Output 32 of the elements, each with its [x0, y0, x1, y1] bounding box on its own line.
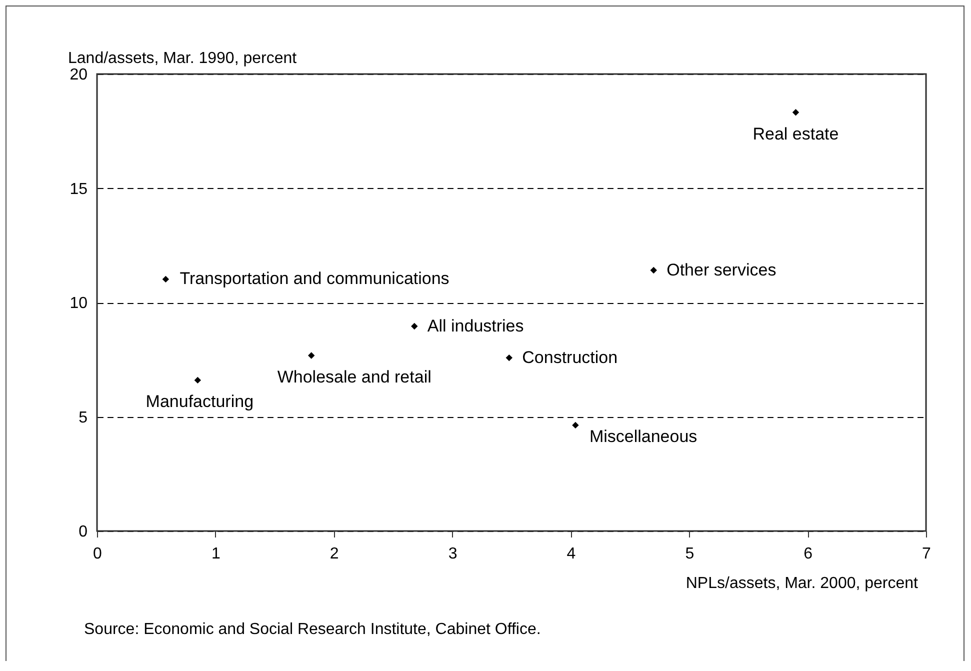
y-tick-label: 10	[70, 295, 88, 312]
point	[411, 322, 418, 330]
annotation: Real estate	[752, 124, 839, 144]
x-tick-label: 7	[922, 546, 932, 562]
x-tick-label: 2	[330, 546, 339, 562]
annotation: Miscellaneous	[589, 427, 698, 446]
point	[506, 354, 512, 362]
y-tick-label: 0	[78, 524, 88, 540]
x-axis-title: NPLs/assets, Mar. 2000, percent	[686, 575, 919, 592]
x-tick-label: 5	[685, 546, 694, 562]
y-axis-title: Land/assets, Mar. 1990, percent	[68, 50, 298, 67]
y-tick-label: 20	[70, 66, 88, 84]
annotation: Wholesale and retail	[277, 368, 432, 387]
annotation: Construction	[522, 348, 618, 367]
source-note: Source: Economic and Social Research Institute, Cabinet Office.	[84, 621, 541, 638]
x-tick-label: 3	[448, 546, 458, 562]
annotation: Manufacturing	[146, 392, 254, 412]
y-tick-label: 15	[70, 180, 88, 198]
point	[308, 352, 315, 359]
annotation: All industries	[427, 316, 524, 336]
point	[650, 266, 657, 274]
x-tick-label: 0	[93, 546, 102, 562]
x-tick-label: 4	[566, 546, 576, 562]
x-tick-label: 6	[804, 546, 813, 562]
point	[572, 422, 579, 429]
x-tick-label: 1	[211, 546, 220, 562]
annotation: Transportation and communications	[180, 269, 450, 288]
point	[162, 276, 170, 283]
point	[194, 376, 202, 384]
y-tick-label: 5	[78, 409, 88, 426]
annotation: Other services	[666, 260, 776, 280]
point	[792, 109, 800, 116]
